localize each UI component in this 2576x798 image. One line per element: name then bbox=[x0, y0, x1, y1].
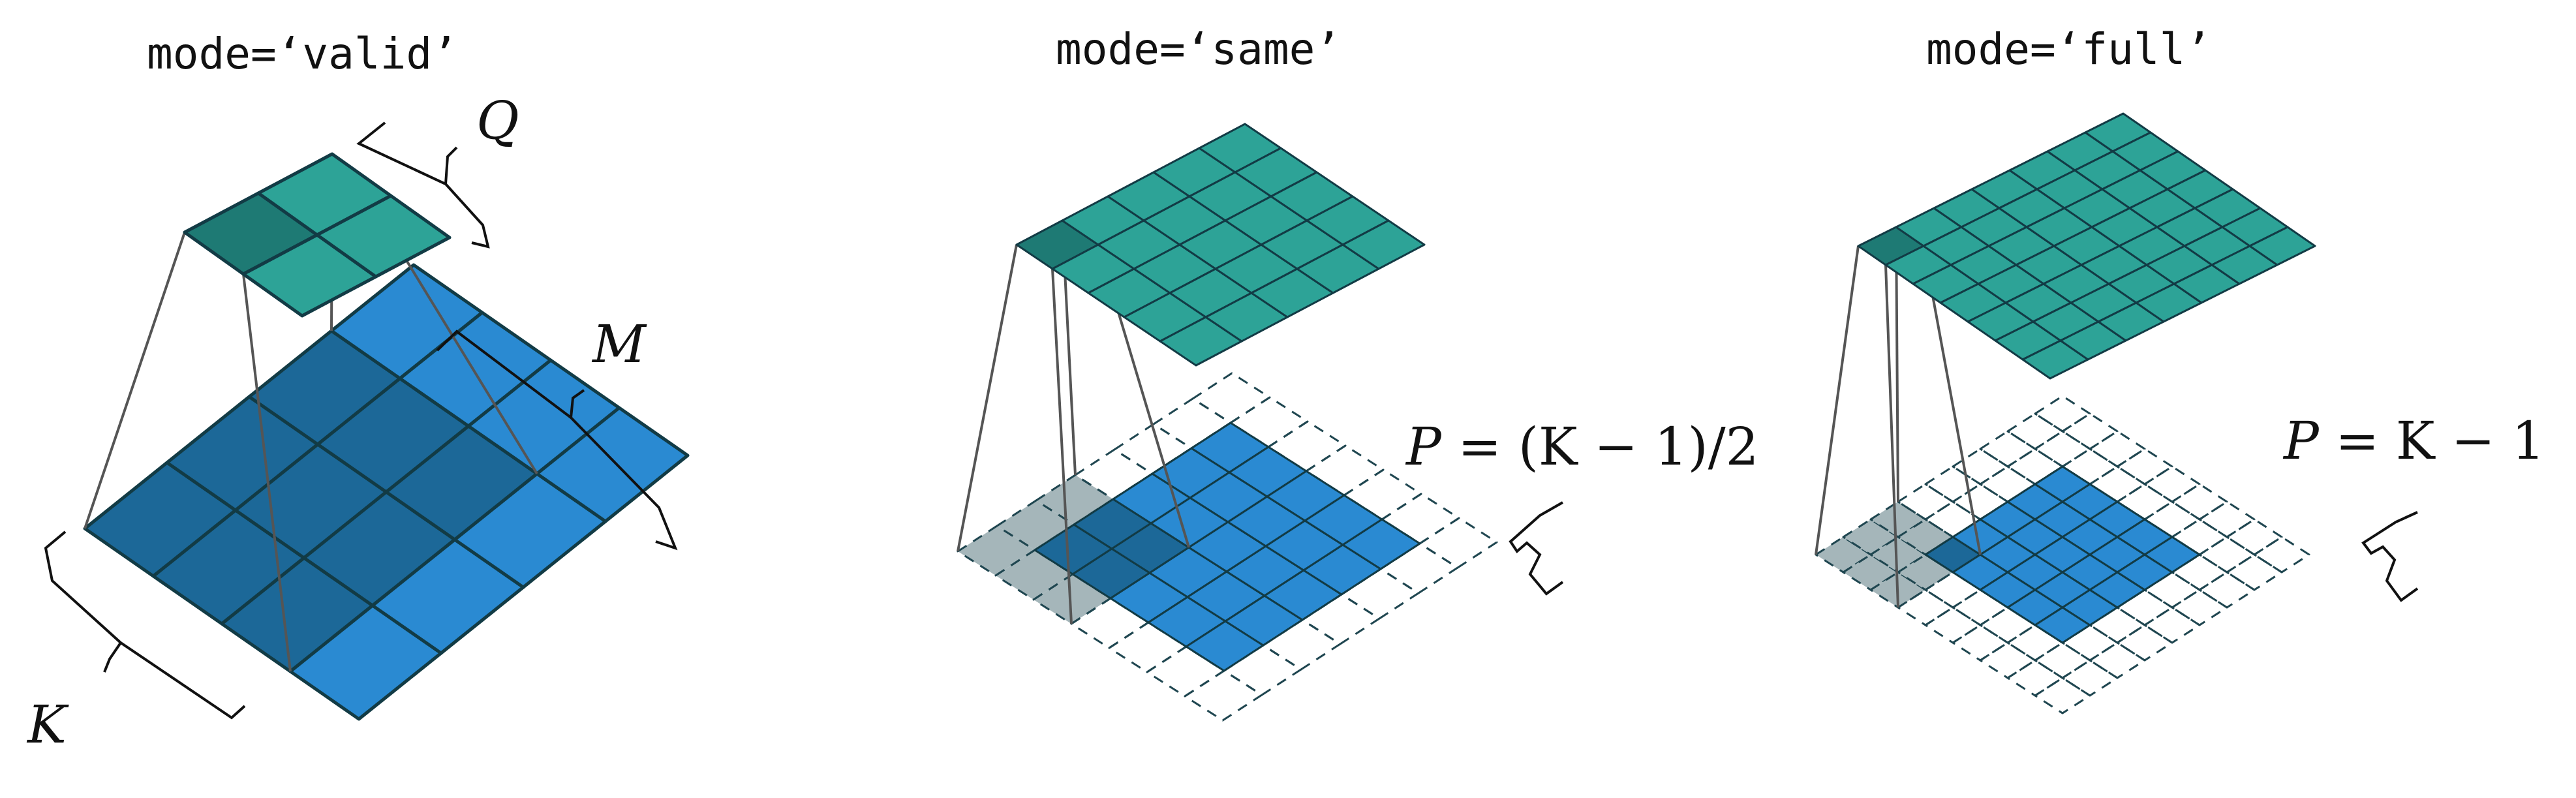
padding-cell bbox=[2034, 395, 2091, 433]
label-m: M bbox=[591, 314, 647, 375]
label-q: Q bbox=[476, 90, 519, 151]
output-grid-valid bbox=[183, 152, 452, 318]
padding-cell bbox=[1952, 624, 2009, 662]
brace-p-same bbox=[1509, 501, 1564, 596]
padding-cell bbox=[2061, 659, 2119, 697]
projection-line bbox=[84, 232, 186, 529]
projection-line bbox=[390, 234, 538, 475]
padding-cell bbox=[2089, 430, 2146, 468]
input-cell bbox=[1342, 518, 1421, 570]
projection-line bbox=[1815, 245, 1860, 555]
padding-cell bbox=[2034, 641, 2091, 679]
mode-title-valid: mode=‘valid’ bbox=[147, 29, 458, 79]
padding-cell bbox=[2198, 536, 2256, 574]
projection-line bbox=[242, 273, 292, 672]
mode-title-same: mode=‘same’ bbox=[1056, 24, 1341, 74]
padding-cell bbox=[2034, 677, 2091, 714]
panel-full: mode=‘full’ P = K − 1 bbox=[1815, 24, 2545, 714]
padding-cell bbox=[2061, 412, 2119, 450]
padding-cell bbox=[2143, 465, 2201, 503]
projection-line bbox=[957, 244, 1018, 552]
padding-cell bbox=[2253, 536, 2310, 574]
output-cell bbox=[1342, 219, 1426, 270]
brace-p-full bbox=[2361, 511, 2419, 602]
padding-cell bbox=[2116, 624, 2173, 662]
panel-same: mode=‘same’ P = (K − 1)/2 bbox=[957, 24, 1759, 722]
mode-title-full: mode=‘full’ bbox=[1926, 24, 2211, 74]
padding-cell bbox=[1924, 606, 1982, 644]
formula-same: P = (K − 1)/2 bbox=[1405, 416, 1759, 477]
padding-cell bbox=[1418, 517, 1498, 569]
padding-cell bbox=[2198, 500, 2256, 538]
padding-cell bbox=[2171, 589, 2228, 626]
padding-cell bbox=[1184, 669, 1263, 722]
output-grid-full bbox=[1857, 112, 2316, 380]
padding-cell bbox=[1191, 372, 1271, 424]
projection-line bbox=[1884, 264, 1899, 608]
padding-cell bbox=[1924, 465, 1982, 503]
output-cell bbox=[315, 194, 452, 279]
padding-cell bbox=[2089, 641, 2146, 679]
padding-cell bbox=[2198, 571, 2256, 609]
padding-cell bbox=[2226, 553, 2283, 591]
input-grid-same bbox=[1034, 422, 1421, 672]
panel-valid: mode=‘valid’ Q M K bbox=[26, 29, 690, 755]
padding-cell bbox=[2143, 606, 2201, 644]
padding-cell bbox=[1979, 430, 2036, 468]
input-grid-valid bbox=[83, 263, 690, 721]
projection-line bbox=[1051, 268, 1073, 624]
projection-lines-valid bbox=[84, 192, 538, 672]
padding-cell bbox=[2116, 448, 2173, 485]
brace-m-valid bbox=[436, 330, 678, 551]
output-grid-same bbox=[1015, 123, 1426, 367]
label-k: K bbox=[26, 694, 69, 755]
padding-cell bbox=[2034, 430, 2091, 468]
padding-cell bbox=[2006, 659, 2064, 697]
input-cell bbox=[2143, 536, 2201, 574]
padding-cell bbox=[2171, 483, 2228, 521]
output-cell bbox=[2248, 226, 2316, 266]
padding-cell bbox=[1979, 641, 2036, 679]
formula-full: P = K − 1 bbox=[2282, 410, 2545, 471]
brace-q-valid bbox=[356, 121, 490, 249]
brace-k-valid bbox=[44, 530, 246, 720]
padding-cell bbox=[2226, 518, 2283, 556]
padding-cell bbox=[2006, 412, 2064, 450]
input-cell bbox=[535, 406, 690, 523]
input-grid-full bbox=[1924, 465, 2201, 644]
